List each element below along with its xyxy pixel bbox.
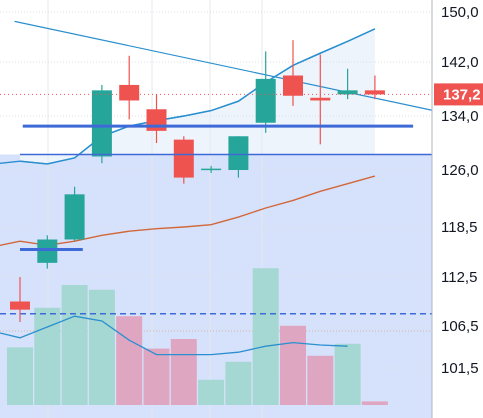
volume-bar <box>334 343 361 405</box>
last-price-tag-bg <box>434 83 483 106</box>
volume-bar <box>252 268 279 405</box>
price-tick-label: 101,5 <box>441 360 479 377</box>
candle-body <box>337 90 358 95</box>
candle-body <box>173 139 194 178</box>
candle-body <box>364 90 385 95</box>
price-tick-label: 112,5 <box>441 269 477 286</box>
overlay-lines-layer <box>0 93 432 251</box>
volume-ma-line <box>0 315 348 356</box>
volume-bar <box>34 307 61 405</box>
volume-bar <box>170 339 197 405</box>
price-axis-bg <box>432 0 483 418</box>
candle-body <box>10 301 30 310</box>
volume-bar <box>88 289 115 405</box>
last-price-tag: 137,2 <box>434 83 483 106</box>
candle-body <box>310 97 331 101</box>
volume-bar <box>61 285 88 405</box>
volume-bar <box>7 347 33 405</box>
volume-bar <box>361 401 388 405</box>
price-tick-label: 106,5 <box>441 318 479 335</box>
candle-body <box>228 136 249 170</box>
volume-bar <box>143 348 170 405</box>
price-tick-label: 134,0 <box>441 108 479 125</box>
volume-bar <box>116 316 143 405</box>
volume-bar <box>280 325 306 405</box>
price-tick-label: 150,0 <box>441 4 479 21</box>
trend-line <box>14 20 444 114</box>
volume-layer <box>0 268 432 405</box>
last-price-label: 137,2 <box>443 86 481 103</box>
candle-body <box>255 78 276 123</box>
blue-average-line-start <box>0 28 376 165</box>
candles-layer <box>10 40 385 322</box>
volume-bar <box>307 355 334 405</box>
price-tick-label: 118,5 <box>441 219 477 236</box>
candle-body <box>119 84 140 101</box>
candle-body <box>201 168 222 171</box>
volume-bar <box>198 379 225 405</box>
price-axis[interactable]: 150,0 142,0 134,0 126,0 118,5 112,5 106,5 101,5 <box>431 0 483 418</box>
price-tick-label: 142,0 <box>441 54 479 71</box>
price-tick-label: 126,0 <box>441 162 479 179</box>
volume-bar <box>225 361 252 405</box>
blue-curve-area <box>20 28 375 164</box>
candle-body <box>91 90 112 157</box>
candle-body <box>283 75 303 96</box>
candle-body <box>64 194 85 240</box>
candle-body <box>37 239 58 263</box>
